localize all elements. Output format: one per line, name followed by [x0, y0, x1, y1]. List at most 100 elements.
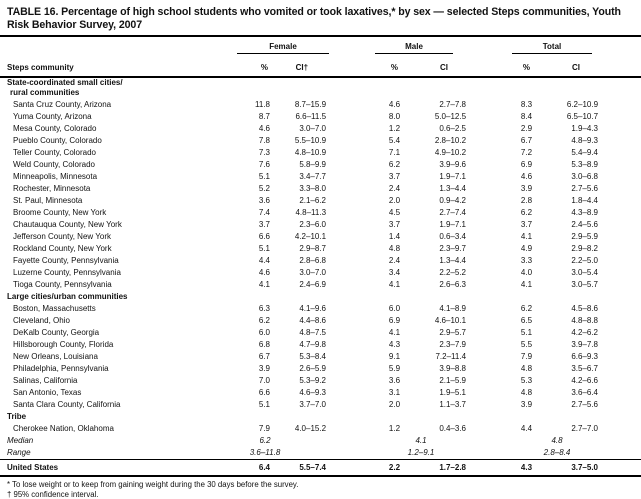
spacer [598, 183, 641, 195]
female-ci: 2.4–6.9 [299, 280, 327, 290]
total-ci: 3.0–6.8 [571, 172, 599, 182]
female-percent: 6.7 [258, 352, 270, 362]
total-ci: 3.0–5.7 [571, 280, 599, 290]
us-total-ci: 3.7–5.0 [534, 459, 599, 478]
total-percent: 6.9 [520, 160, 533, 170]
total-ci: 2.7–5.6 [571, 184, 599, 194]
total-percent: 4.4 [520, 424, 533, 434]
community-name: Philadelphia, Pennsylvania [13, 364, 109, 374]
us-female-ci: 5.5–7.4 [272, 459, 327, 478]
female-percent: 7.6 [258, 160, 270, 170]
female-percent: 3.9 [258, 364, 270, 374]
male-percent: 7.1 [388, 148, 401, 158]
total-percent: 2.8 [520, 196, 533, 206]
total-ci: 4.3–8.9 [571, 208, 599, 218]
community-name: Salinas, California [13, 376, 78, 386]
community-name: Broome County, New York [13, 208, 107, 218]
female-ci: 2.6–5.9 [299, 364, 327, 374]
total-percent: 3.9 [520, 184, 533, 194]
total-ci: 3.5–6.7 [571, 364, 599, 374]
spacer [598, 315, 641, 327]
total-percent: 2.9 [520, 124, 533, 134]
female-ci: 4.6–9.3 [299, 388, 327, 398]
spacer [598, 435, 641, 447]
total-percent: 3.7 [520, 220, 533, 230]
table-row: Hillsborough County, Florida 6.8 4.7–9.8 4.… [0, 339, 641, 351]
table-row: Philadelphia, Pennsylvania 3.9 2.6–5.9 5.9 3… [0, 363, 641, 375]
total-ci: 2.2–5.0 [571, 256, 599, 266]
total-percent: 7.2 [520, 148, 533, 158]
male-ci: 2.9–5.7 [439, 328, 467, 338]
spacer [598, 351, 641, 363]
community-name: Tioga County, Pennsylvania [13, 280, 112, 290]
table-row: DeKalb County, Georgia 6.0 4.8–7.5 4.1 2.9–5… [0, 327, 641, 339]
total-percent: 5.3 [520, 376, 533, 386]
column-group-row: Female Male Total [0, 39, 641, 55]
male-ci: 2.6–6.3 [439, 280, 467, 290]
total-percent: 4.0 [520, 268, 533, 278]
spacer [598, 459, 641, 478]
male-ci: 3.9–9.6 [439, 160, 467, 170]
male-ci: 7.2–11.4 [435, 352, 467, 362]
total-ci: 5.4–9.4 [571, 148, 599, 158]
section-header-line: State-coordinated small cities/ [7, 78, 123, 88]
male-ci: 1.3–4.4 [439, 184, 467, 194]
female-ci: 6.6–11.5 [295, 112, 327, 122]
total-percent: 6.2 [520, 304, 533, 314]
column-header-male-ci: CI [402, 54, 467, 79]
male-percent: 8.0 [388, 112, 401, 122]
male-percent: 4.1 [388, 328, 401, 338]
section-header-row: Large cities/urban communities [0, 291, 641, 303]
total-ci: 2.4–5.6 [571, 220, 599, 230]
section-header-line: Large cities/urban communities [7, 292, 128, 302]
total-ci: 5.3–8.9 [571, 160, 599, 170]
community-name: St. Paul, Minnesota [13, 196, 83, 206]
community-name: Chautauqua County, New York [13, 220, 122, 230]
spacer [598, 123, 641, 135]
spacer [598, 99, 641, 111]
total-ci: 2.7–5.6 [571, 400, 599, 410]
total-percent: 8.4 [520, 112, 533, 122]
column-header-steps-community: Steps community [0, 54, 240, 79]
female-ci: 2.8–6.8 [299, 256, 327, 266]
table-row: Santa Clara County, California 5.1 3.7–7.0… [0, 399, 641, 411]
table-row: Weld County, Colorado 7.6 5.8–9.9 6.2 3.9–9.… [0, 159, 641, 171]
male-ci: 5.0–12.5 [434, 112, 467, 122]
data-table: Female Male Total Steps community % CI† … [0, 39, 641, 478]
table-row: Jefferson County, New York 6.6 4.2–10.1 1.4… [0, 231, 641, 243]
median-row-label: Median [7, 436, 34, 446]
female-ci: 3.0–7.0 [299, 268, 327, 278]
female-ci: 3.7–7.0 [299, 400, 327, 410]
female-percent: 11.8 [255, 100, 270, 110]
table-row: Minneapolis, Minnesota 5.1 3.4–7.7 3.7 1.9–7… [0, 171, 641, 183]
median-row-female: 6.2 [259, 436, 271, 446]
total-ci: 6.6–9.3 [571, 352, 599, 362]
male-ci: 0.6–2.5 [439, 124, 467, 134]
total-ci: 6.2–10.9 [566, 100, 599, 110]
spacer [598, 159, 641, 171]
spacer [598, 195, 641, 207]
female-percent: 4.6 [258, 268, 270, 278]
female-ci: 2.3–6.0 [299, 220, 327, 230]
total-percent: 5.1 [520, 328, 533, 338]
total-percent: 7.9 [520, 352, 533, 362]
female-percent: 5.1 [258, 400, 270, 410]
spacer [598, 387, 641, 399]
male-percent: 2.0 [388, 196, 401, 206]
community-name: Mesa County, Colorado [13, 124, 97, 134]
female-ci: 4.0–15.2 [294, 424, 327, 434]
female-percent: 7.3 [258, 148, 270, 158]
community-name: Pueblo County, Colorado [13, 136, 102, 146]
spacer [598, 39, 641, 54]
table-row: Boston, Massachusetts 6.3 4.1–9.6 6.0 4.1–8.… [0, 303, 641, 315]
female-ci: 5.5–10.9 [294, 136, 327, 146]
community-name: Rochester, Minnesota [13, 184, 91, 194]
male-ci: 4.9–10.2 [434, 148, 467, 158]
section-header-row: Tribe [0, 411, 641, 423]
total-ci: 4.8–9.3 [571, 136, 599, 146]
section-header-line: Tribe [7, 412, 27, 422]
total-percent: 8.3 [520, 100, 533, 110]
range-row-label: Range [7, 448, 31, 458]
table-row: Salinas, California 7.0 5.3–9.2 3.6 2.1–5.9 5… [0, 375, 641, 387]
community-name: Luzerne County, Pennsylvania [13, 268, 121, 278]
